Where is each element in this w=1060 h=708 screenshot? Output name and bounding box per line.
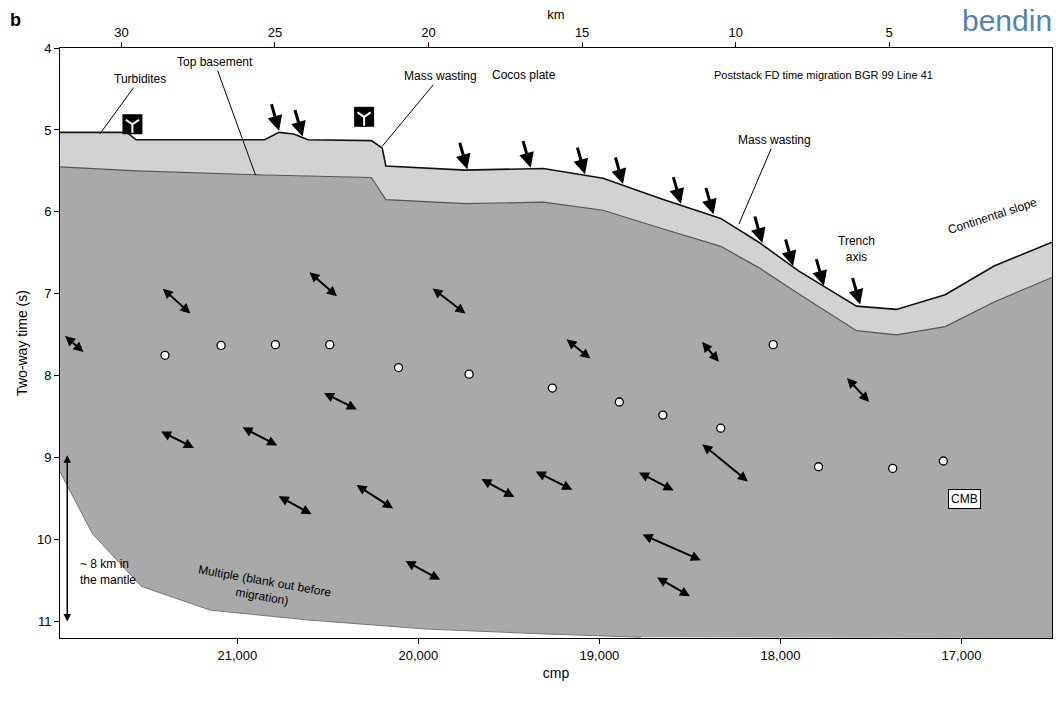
svg-text:cmp: cmp <box>543 665 570 681</box>
svg-text:Mass wasting: Mass wasting <box>404 69 477 83</box>
svg-text:Two-way time (s): Two-way time (s) <box>14 290 30 396</box>
svg-text:b: b <box>10 10 21 30</box>
svg-text:17,000: 17,000 <box>942 648 982 663</box>
svg-text:~ 8 km inthe mantle: ~ 8 km inthe mantle <box>80 557 136 587</box>
svg-text:11: 11 <box>38 614 52 629</box>
svg-text:Turbidites: Turbidites <box>114 72 166 86</box>
svg-text:Trenchaxis: Trenchaxis <box>838 234 875 264</box>
svg-text:5: 5 <box>44 122 51 137</box>
svg-text:4: 4 <box>44 41 51 56</box>
svg-text:30: 30 <box>114 25 128 40</box>
svg-text:Poststack FD time migration BG: Poststack FD time migration BGR 99 Line … <box>714 69 933 81</box>
svg-text:Mass wasting: Mass wasting <box>738 133 811 147</box>
svg-text:7: 7 <box>44 286 51 301</box>
svg-text:Multiple (blank out beforemigr: Multiple (blank out beforemigration) <box>194 562 332 615</box>
svg-text:19,000: 19,000 <box>580 648 620 663</box>
svg-text:Cocos plate: Cocos plate <box>492 68 556 82</box>
svg-text:8: 8 <box>44 368 51 383</box>
svg-text:6: 6 <box>44 204 51 219</box>
svg-text:bendin: bendin <box>962 4 1052 37</box>
svg-text:18,000: 18,000 <box>761 648 801 663</box>
svg-text:10: 10 <box>37 532 51 547</box>
svg-text:5: 5 <box>886 25 893 40</box>
svg-text:km: km <box>547 7 564 22</box>
svg-text:21,000: 21,000 <box>218 648 258 663</box>
svg-text:CMB: CMB <box>951 492 978 506</box>
svg-text:20,000: 20,000 <box>399 648 439 663</box>
svg-text:20: 20 <box>421 25 435 40</box>
svg-text:25: 25 <box>268 25 282 40</box>
svg-text:10: 10 <box>728 25 742 40</box>
svg-text:Top basement: Top basement <box>177 55 253 69</box>
svg-text:9: 9 <box>44 450 51 465</box>
svg-text:15: 15 <box>575 25 589 40</box>
svg-text:Continental slope: Continental slope <box>946 195 1039 237</box>
